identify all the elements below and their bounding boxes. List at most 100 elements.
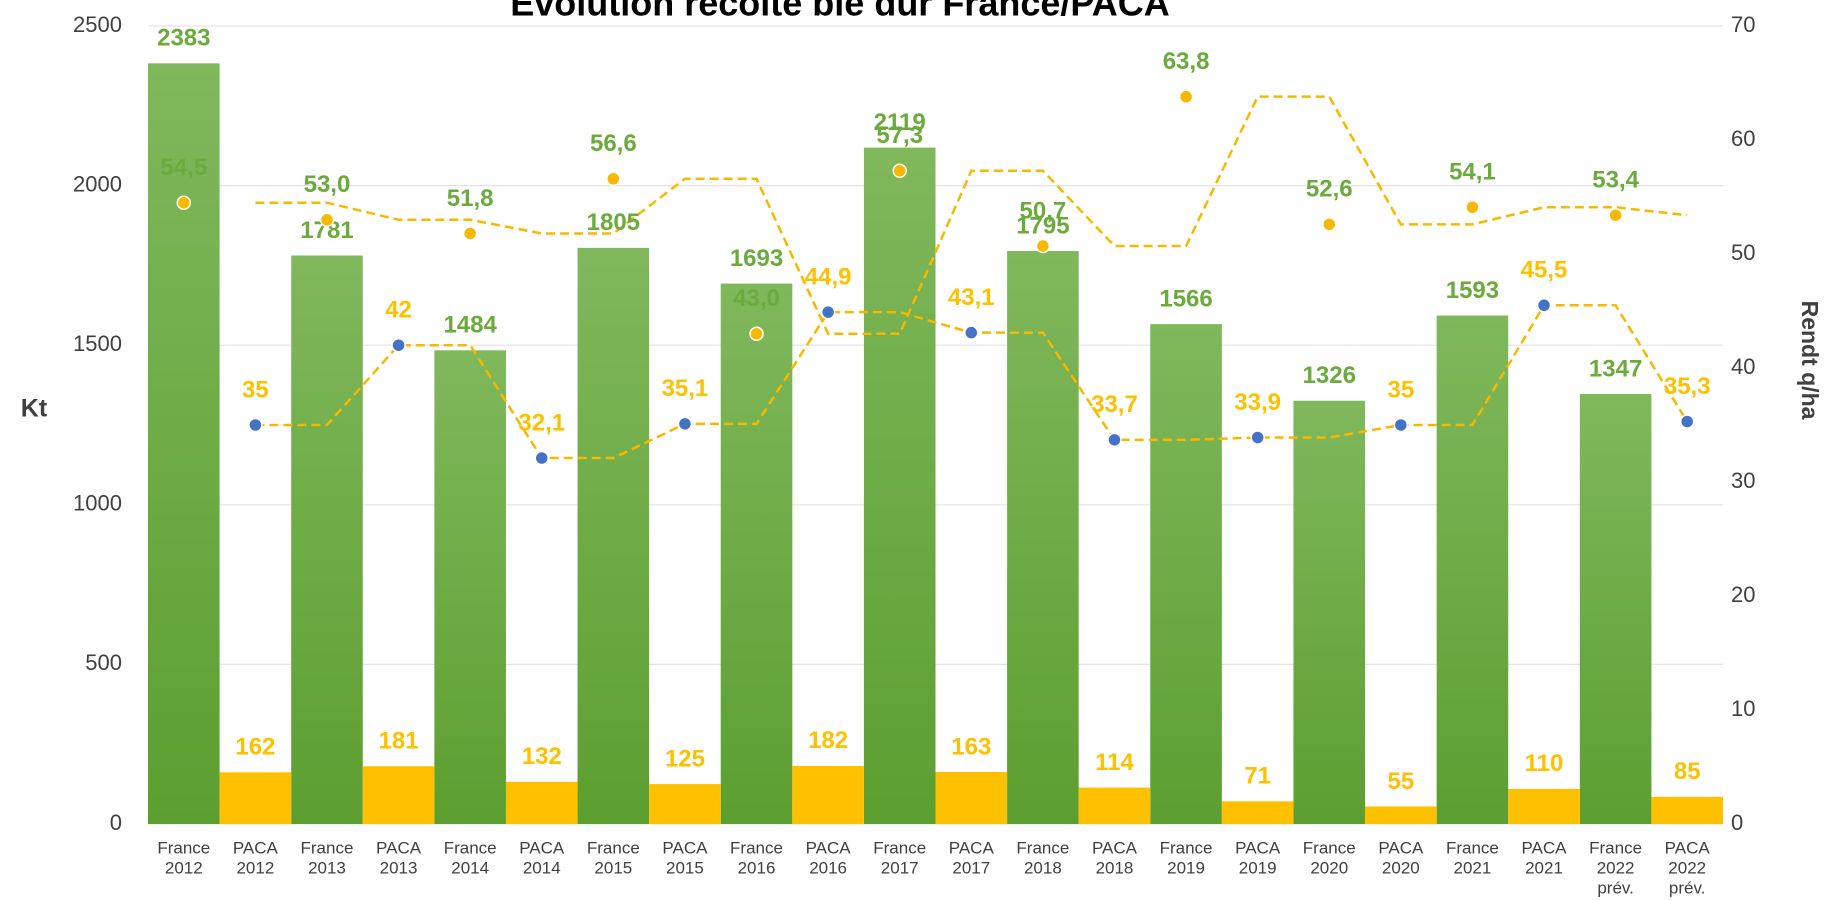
- bar: [219, 772, 292, 824]
- bar: [434, 350, 506, 824]
- point: [319, 212, 335, 228]
- bar-value-label: 2119: [874, 109, 926, 136]
- x-tick-label: 2020: [1382, 858, 1420, 877]
- point-value-label: 45,5: [1521, 257, 1568, 284]
- y-tick-label: 0: [110, 810, 122, 835]
- x-tick-label: PACA: [376, 838, 422, 857]
- point: [1393, 417, 1409, 433]
- x-tick-label: PACA: [1378, 838, 1424, 857]
- point: [1250, 430, 1265, 445]
- bar: [577, 247, 650, 824]
- x-tick-label: France: [1589, 838, 1642, 857]
- bar-value-label: 2383: [157, 25, 210, 52]
- y2-tick-label: 60: [1731, 126, 1755, 151]
- x-tick-label: 2013: [308, 858, 346, 877]
- bar: [1221, 801, 1294, 824]
- y-tick-label: 500: [85, 650, 122, 675]
- bar-value-label: 71: [1244, 763, 1271, 790]
- bar-value-label: 182: [808, 727, 848, 754]
- trend-line: [255, 95, 1688, 336]
- point-value-label: 32,1: [518, 409, 565, 436]
- x-tick-label: France: [1160, 838, 1213, 857]
- bar: [1293, 400, 1366, 824]
- bar: [720, 283, 793, 825]
- y2-tick-label: 20: [1731, 582, 1755, 607]
- y-tick-label: 1500: [73, 331, 122, 356]
- point-value-label: 56,6: [590, 130, 637, 157]
- point: [462, 226, 478, 241]
- bar-value-label: 1484: [443, 312, 497, 339]
- point: [1465, 200, 1480, 215]
- x-tick-label: PACA: [1235, 838, 1281, 857]
- y-tick-label: 1000: [73, 491, 122, 516]
- point-value-label: 43,0: [733, 285, 780, 312]
- y2-tick-label: 30: [1731, 468, 1755, 493]
- point: [1536, 298, 1552, 313]
- x-tick-label: 2012: [236, 858, 274, 877]
- x-tick-label: 2016: [738, 858, 776, 877]
- point-value-label: 33,9: [1234, 389, 1281, 416]
- bar-value-label: 1693: [730, 245, 783, 272]
- bar: [1579, 394, 1652, 824]
- x-tick-label: PACA: [662, 838, 708, 857]
- x-tick-label: 2019: [1167, 858, 1205, 877]
- point: [534, 450, 549, 466]
- x-tick-label: 2018: [1024, 858, 1062, 877]
- x-tick-label: 2015: [594, 858, 632, 877]
- bar-value-label: 1566: [1159, 285, 1212, 312]
- point: [1035, 238, 1051, 254]
- y-tick-label: 2500: [73, 12, 122, 37]
- bar-value-label: 1805: [587, 209, 640, 236]
- x-tick-label: PACA: [1092, 838, 1138, 857]
- bar-value-label: 85: [1674, 758, 1701, 785]
- bar: [291, 255, 363, 824]
- y2-tick-label: 50: [1731, 240, 1755, 265]
- point: [1322, 217, 1337, 232]
- x-tick-label: France: [730, 838, 783, 857]
- x-tick-label: 2021: [1454, 858, 1492, 877]
- bar: [649, 784, 721, 824]
- bar-value-label: 125: [665, 745, 705, 772]
- point: [248, 417, 263, 433]
- y-tick-label: 2000: [73, 171, 122, 196]
- y2-tick-label: 70: [1731, 12, 1755, 37]
- x-tick-label: prév.: [1669, 878, 1706, 897]
- x-tick-label: France: [1303, 838, 1356, 857]
- x-tick-label: PACA: [949, 838, 995, 857]
- bar-value-label: 110: [1525, 750, 1564, 777]
- x-tick-label: 2014: [523, 858, 561, 877]
- bar-value-label: 1593: [1446, 277, 1499, 304]
- point: [892, 163, 907, 179]
- bar: [1508, 788, 1580, 824]
- bar: [792, 765, 864, 824]
- point-value-label: 35: [242, 376, 269, 403]
- x-tick-label: prév.: [1597, 878, 1634, 897]
- point-value-label: 35,1: [662, 375, 709, 402]
- y2-tick-label: 10: [1731, 696, 1755, 721]
- y2-tick-label: 40: [1731, 354, 1755, 379]
- point-value-label: 35,3: [1664, 373, 1711, 400]
- x-tick-label: 2020: [1310, 858, 1348, 877]
- bar-value-label: 162: [235, 734, 275, 761]
- bar-value-label: 1326: [1303, 362, 1356, 389]
- point: [820, 304, 836, 320]
- chart-title: Évolution récolte blé dur France/PACA: [510, 0, 1169, 24]
- x-tick-label: France: [873, 838, 926, 857]
- bar: [505, 781, 578, 824]
- bar: [1365, 806, 1437, 824]
- point-value-label: 35: [1387, 376, 1414, 403]
- point: [1107, 432, 1122, 448]
- bar: [1078, 787, 1151, 824]
- x-tick-label: 2014: [451, 858, 489, 877]
- x-tick-label: France: [444, 838, 497, 857]
- bar: [1007, 251, 1079, 824]
- point-value-label: 44,9: [805, 263, 852, 290]
- point: [677, 416, 693, 432]
- bar-value-label: 114: [1095, 749, 1134, 776]
- bar: [863, 147, 936, 824]
- y2-tick-label: 0: [1731, 810, 1743, 835]
- point-value-label: 52,6: [1306, 176, 1353, 203]
- x-tick-label: 2022: [1597, 858, 1635, 877]
- x-tick-label: 2022: [1668, 858, 1706, 877]
- x-tick-label: 2013: [380, 858, 418, 877]
